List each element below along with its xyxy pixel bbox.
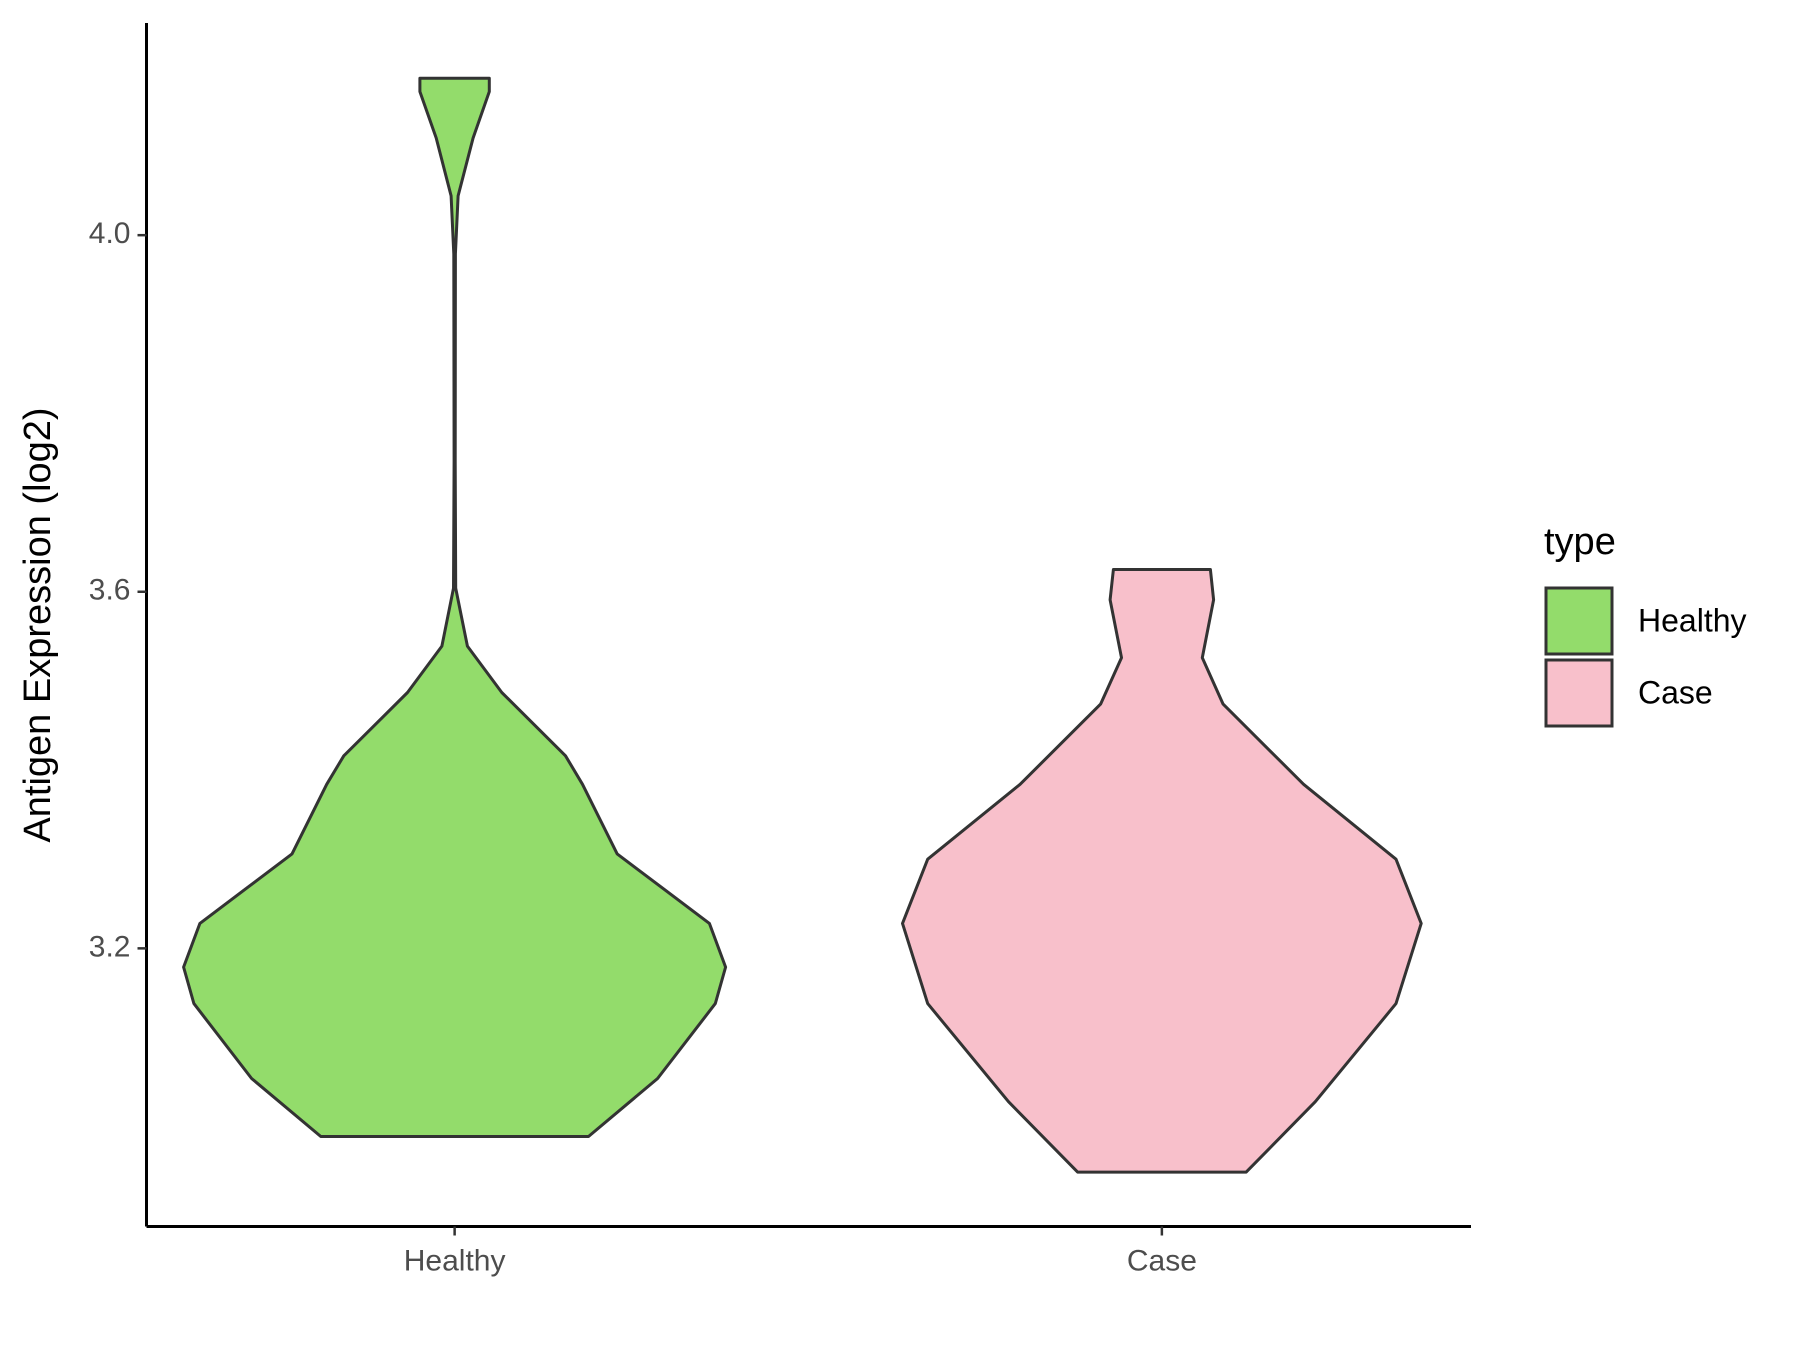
legend-title: type [1544,521,1616,563]
legend-key [1544,586,1614,656]
legend-label: Healthy [1638,602,1747,638]
x-tick-label: Healthy [404,1244,506,1277]
legend-label: Case [1638,674,1713,710]
y-tick-label: 3.2 [89,930,131,963]
violin [901,568,1423,1174]
y-tick-label: 3.6 [89,574,131,607]
legend-key [1544,658,1614,728]
y-axis-title: Antigen Expression (log2) [17,407,59,842]
x-tick-label: Case [1127,1244,1197,1277]
violin [182,76,728,1138]
y-tick-label: 4.0 [89,217,131,250]
